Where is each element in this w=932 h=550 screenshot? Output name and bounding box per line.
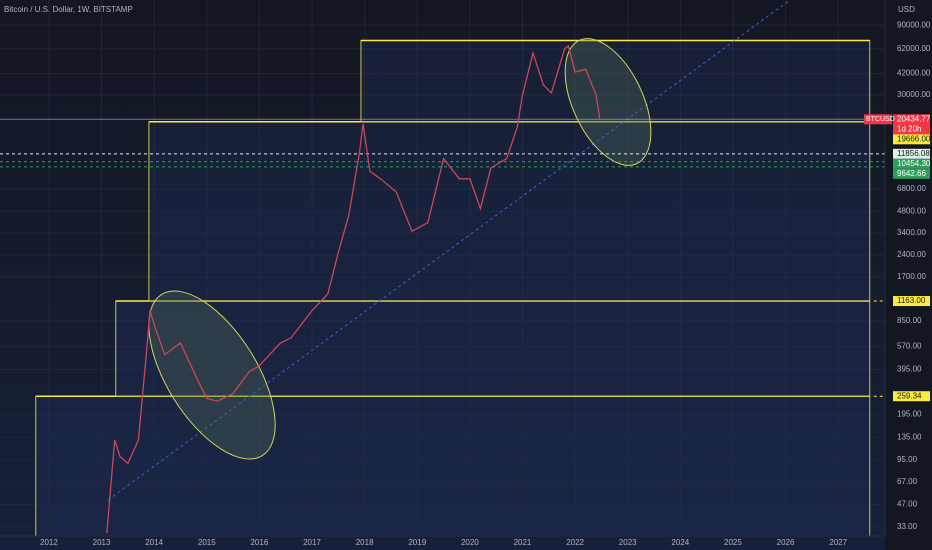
countdown-label: 1d 20h [897,124,921,133]
x-tick-label: 2022 [566,538,584,547]
range-box [115,300,871,397]
y-tick-label: 95.00 [897,455,918,464]
x-tick-label: 2026 [777,538,795,547]
price-label-bg [893,158,930,169]
x-tick-label: 2023 [619,538,637,547]
y-tick-label: 67.00 [897,477,918,486]
highlight-ellipse [148,290,276,460]
x-tick-label: 2025 [724,538,742,547]
price-label-bg [893,168,930,179]
y-tick-label: 30000.00 [897,90,931,99]
y-tick-label: 3400.00 [897,228,926,237]
y-tick-label: 6800.00 [897,184,926,193]
y-tick-label: 2400.00 [897,250,926,259]
x-tick-label: 2012 [40,538,58,547]
y-tick-label: 62000.00 [897,44,931,53]
price-line-series [106,44,601,534]
y-tick-label: 33.00 [897,522,918,531]
price-label-bg [893,296,930,307]
boxes [35,39,871,537]
symbol-tag-bg [864,114,892,125]
price-label: 19666.00 [897,134,931,143]
grid [0,0,885,536]
x-tick-label: 2015 [198,538,216,547]
price-label: 9642.66 [897,169,926,178]
x-tick-label: 2021 [514,538,532,547]
price [106,44,601,534]
price-label-bg [893,134,930,145]
chart-title: Bitcoin / U.S. Dollar, 1W, BITSTAMP [4,5,133,14]
price-label: 1163.00 [897,296,926,305]
x-tick-label: 2013 [93,538,111,547]
x-tick-label: 2017 [303,538,321,547]
y-tick-label: 570.00 [897,341,922,350]
x-tick-label: 2018 [356,538,374,547]
axis: 2012 2013 2014 2015 2016 2017 2018 2019 2020 2021… [40,20,931,547]
range-box [148,121,871,302]
price-label: 20434.77 [897,114,931,123]
price-label: 10454.30 [897,159,931,168]
x-tick-label: 2027 [829,538,847,547]
y-tick-label: 42000.00 [897,69,931,78]
price-label: 259.34 [897,391,922,400]
price-scale [885,0,932,550]
y-tick-label: 4800.00 [897,206,926,215]
x-tick-label: 2016 [250,538,268,547]
price-label: 11856.08 [897,149,930,158]
price-label-bg [893,391,930,402]
price-label-bg [893,114,930,135]
x-tick-label: 2014 [145,538,163,547]
y-tick-label: 47.00 [897,500,918,509]
y-tick-label: 1700.00 [897,272,926,281]
x-tick-label: 2024 [671,538,689,547]
trend-line [107,0,791,501]
price-label-bg [893,148,930,159]
x-tick-label: 2019 [408,538,426,547]
range-box [360,39,871,123]
x-tick-label: 2020 [461,538,479,547]
range-box [35,395,871,537]
y-tick-label: 395.00 [897,365,922,374]
y-tick-label: 195.00 [897,409,922,418]
y-tick-label: 90000.00 [897,20,931,29]
y-unit: USD [898,5,915,14]
symbol-tag: BTCUSD [866,116,895,123]
y-tick-label: 135.00 [897,433,922,442]
y-tick-label: 850.00 [897,316,922,325]
